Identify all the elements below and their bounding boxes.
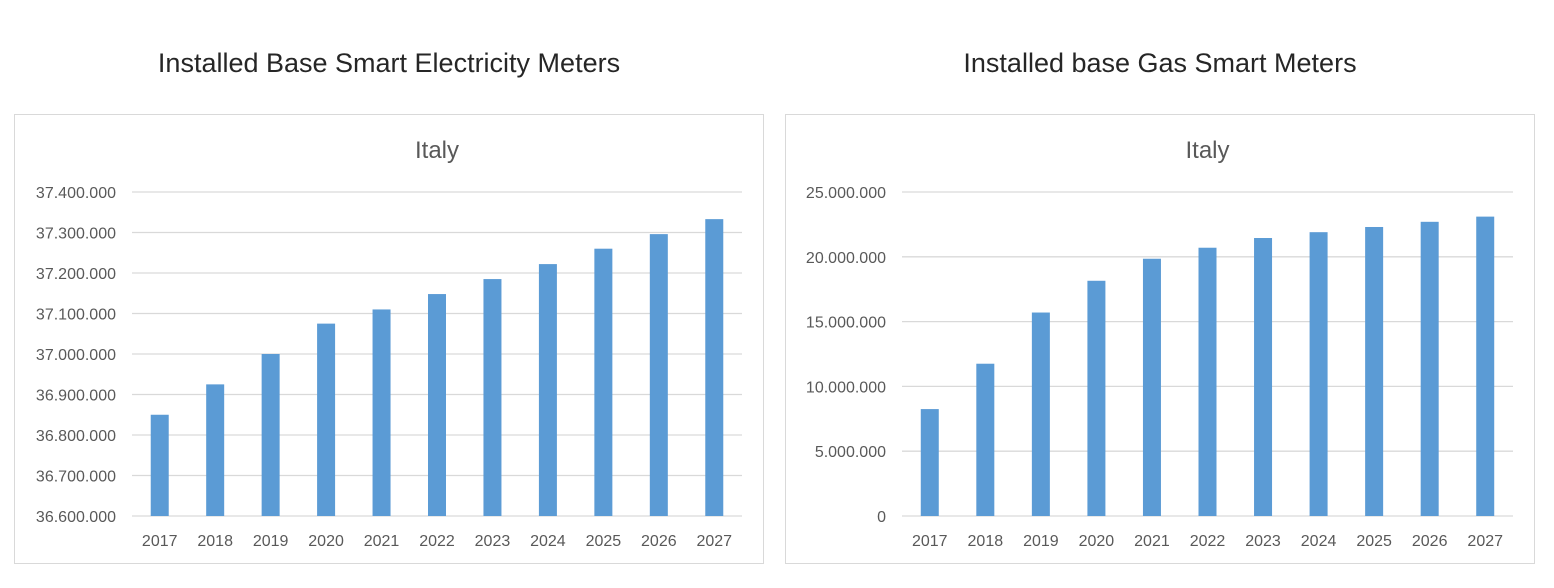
bar-2023	[483, 279, 502, 516]
y-tick-label: 10.000.000	[806, 379, 886, 396]
x-tick-label: 2021	[1134, 533, 1170, 550]
chart-electricity: Italy 36.600.000 36.700.000 36.800.000 36.90…	[36, 137, 742, 550]
x-tick-label: 2020	[1079, 533, 1115, 550]
x-tick-label: 2024	[530, 533, 566, 550]
y-tick-label: 25.000.000	[806, 185, 886, 202]
y-tick-label: 15.000.000	[806, 315, 886, 332]
y-tick-label: 37.000.000	[36, 347, 116, 364]
bar-2023	[1254, 238, 1273, 516]
bar-2027	[1476, 216, 1495, 516]
bar-2019	[1031, 312, 1050, 516]
x-tick-label: 2018	[968, 533, 1004, 550]
bar-2025	[594, 248, 613, 516]
x-tick-label: 2017	[142, 533, 178, 550]
bar-2020	[1087, 280, 1106, 516]
chart-panel-electricity: Italy 36.600.000 36.700.000 36.800.000 36.90…	[14, 114, 764, 564]
y-tick-label: 36.600.000	[36, 509, 116, 526]
bar-2017	[920, 409, 939, 516]
x-tick-label: 2025	[1356, 533, 1392, 550]
y-tick-label: 36.700.000	[36, 469, 116, 486]
y-tick-label: 36.800.000	[36, 428, 116, 445]
x-tick-label: 2017	[912, 533, 948, 550]
bar-2018	[206, 384, 225, 516]
bar-2021	[1142, 258, 1161, 516]
bar-2024	[538, 264, 557, 516]
x-tick-label: 2021	[364, 533, 400, 550]
chart-gas: Italy 0 5.000.000 10.000.000 15.000.000 20.00…	[806, 137, 1513, 550]
bar-2024	[1309, 232, 1328, 516]
bar-2025	[1365, 226, 1384, 516]
y-tick-label: 36.900.000	[36, 388, 116, 405]
bar-2022	[428, 294, 446, 516]
bar-2027	[705, 219, 724, 516]
y-tick-label: 5.000.000	[815, 444, 886, 461]
chart-title: Italy	[415, 137, 459, 164]
y-tick-label: 37.100.000	[36, 307, 116, 324]
bar-2022	[1198, 247, 1217, 516]
x-tick-label: 2022	[419, 533, 455, 550]
x-tick-label: 2024	[1301, 533, 1337, 550]
y-tick-label: 37.200.000	[36, 266, 116, 283]
x-tick-label: 2022	[1190, 533, 1226, 550]
y-tick-label: 37.400.000	[36, 185, 116, 202]
x-tick-label: 2026	[641, 533, 677, 550]
headline-electricity: Installed Base Smart Electricity Meters	[157, 48, 621, 78]
x-tick-label: 2018	[197, 533, 233, 550]
x-tick-label: 2020	[308, 533, 344, 550]
x-tick-label: 2023	[475, 533, 511, 550]
bar-2020	[317, 323, 336, 516]
bar-2017	[150, 414, 169, 516]
y-tick-label: 37.300.000	[36, 226, 116, 243]
bar-2026	[649, 234, 668, 516]
x-tick-label: 2025	[586, 533, 622, 550]
bar-2019	[261, 354, 280, 516]
chart-title: Italy	[1185, 137, 1229, 164]
x-tick-label: 2019	[1023, 533, 1059, 550]
y-tick-label: 0	[877, 509, 886, 526]
x-tick-label: 2019	[253, 533, 289, 550]
bar-2018	[976, 363, 995, 516]
x-tick-label: 2027	[696, 533, 732, 550]
chart-panel-gas: Italy 0 5.000.000 10.000.000 15.000.000 20.00…	[785, 114, 1535, 564]
headline-gas: Installed base Gas Smart Meters	[963, 48, 1357, 78]
x-tick-label: 2027	[1467, 533, 1503, 550]
bar-2021	[372, 309, 391, 516]
y-tick-label: 20.000.000	[806, 250, 886, 267]
bar-2026	[1420, 221, 1439, 517]
x-tick-label: 2023	[1245, 533, 1281, 550]
x-tick-label: 2026	[1412, 533, 1448, 550]
